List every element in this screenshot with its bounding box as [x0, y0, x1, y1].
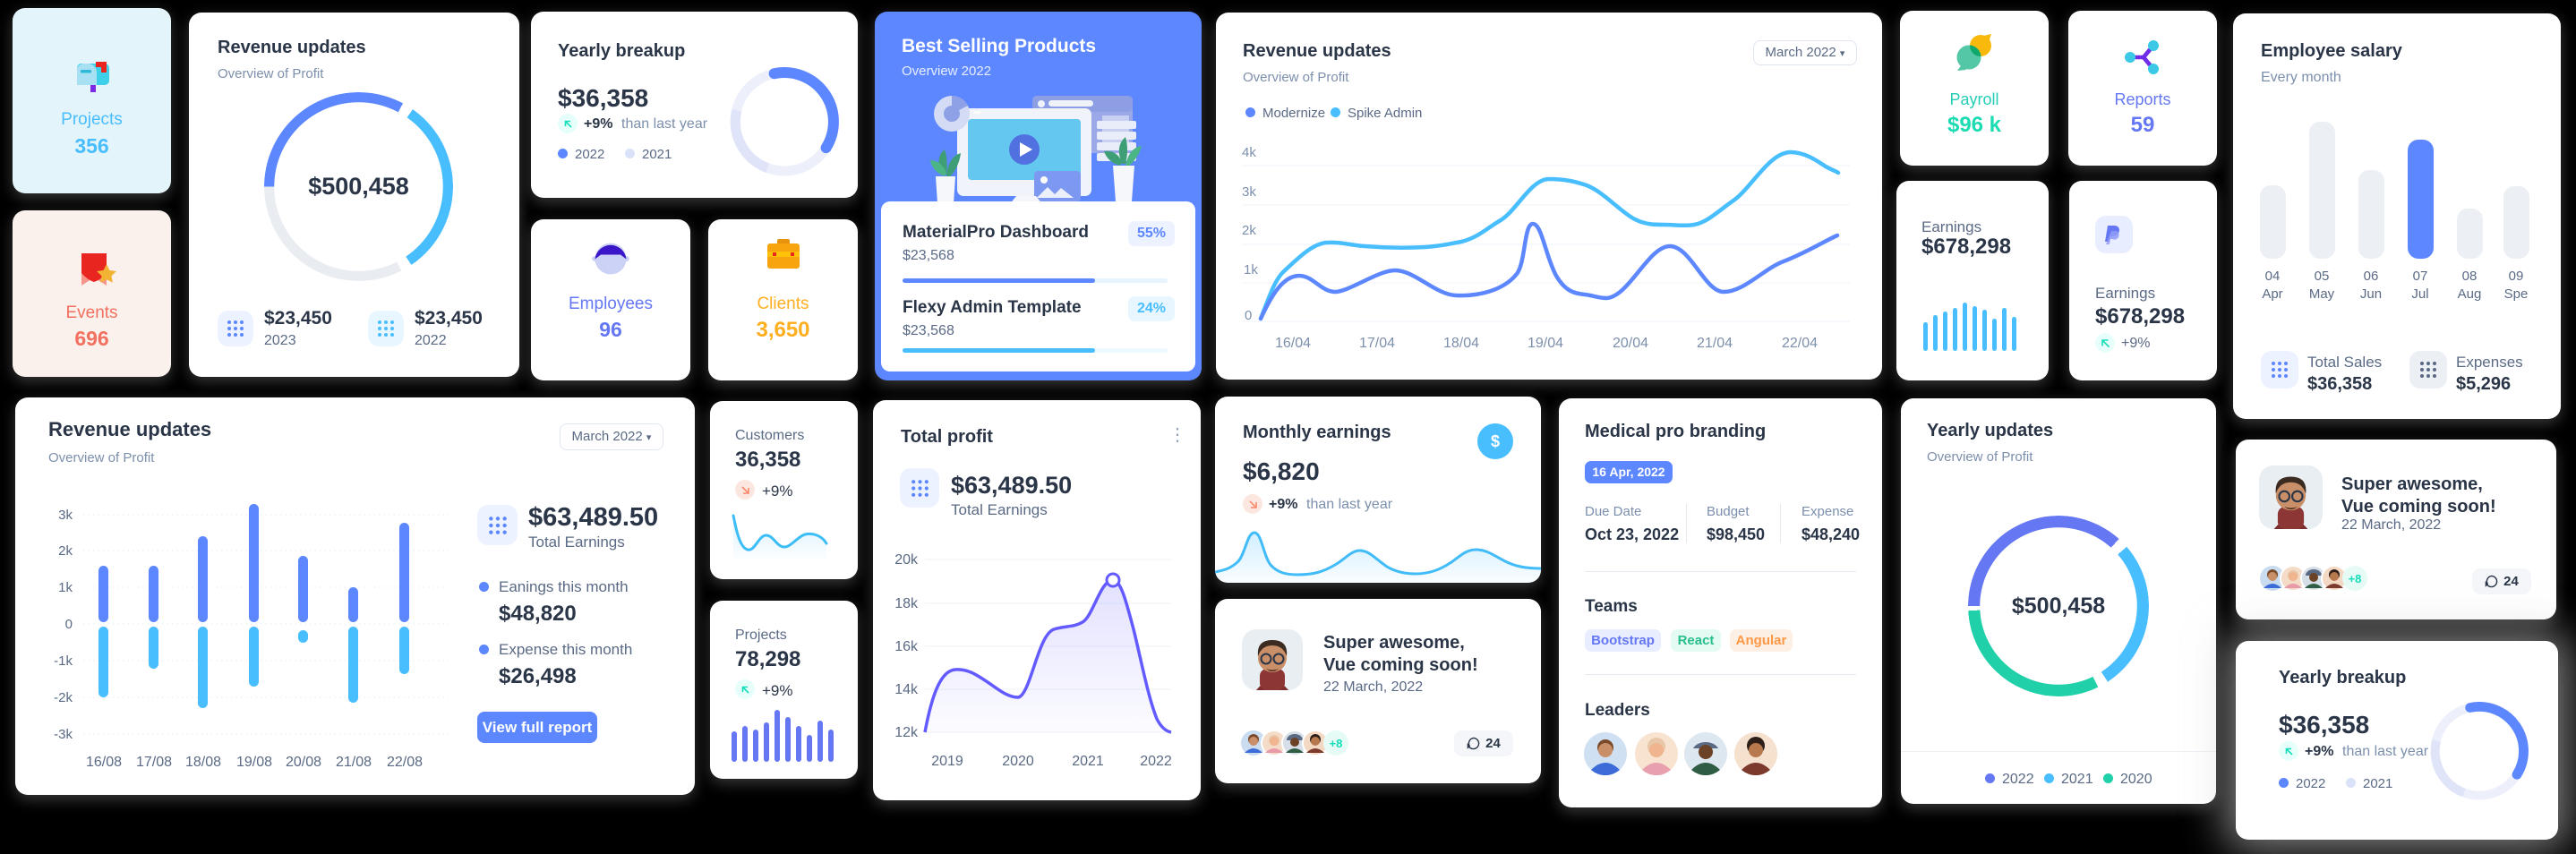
- svg-text:12k: 12k: [894, 725, 919, 740]
- svg-text:21/04: 21/04: [1697, 336, 1733, 351]
- svg-text:2020: 2020: [1002, 754, 1034, 769]
- svg-text:Jul: Jul: [2411, 286, 2428, 302]
- svg-text:2021: 2021: [1072, 754, 1104, 769]
- svg-text:17/04: 17/04: [1359, 336, 1395, 351]
- svg-text:3k: 3k: [58, 508, 73, 523]
- svg-text:19/08: 19/08: [236, 755, 272, 770]
- svg-text:0: 0: [65, 617, 73, 632]
- svg-text:1k: 1k: [58, 580, 73, 595]
- svg-text:2k: 2k: [58, 543, 73, 559]
- svg-text:Apr: Apr: [2262, 286, 2282, 302]
- svg-text:-1k: -1k: [54, 653, 73, 669]
- svg-text:21/08: 21/08: [336, 755, 372, 770]
- svg-text:2022: 2022: [1140, 754, 1172, 769]
- svg-text:18/08: 18/08: [185, 755, 221, 770]
- svg-text:07: 07: [2413, 269, 2428, 284]
- svg-text:-2k: -2k: [54, 690, 73, 705]
- svg-text:17/08: 17/08: [136, 755, 172, 770]
- svg-text:22/04: 22/04: [1782, 336, 1818, 351]
- svg-text:14k: 14k: [894, 682, 919, 697]
- svg-text:18/04: 18/04: [1443, 336, 1479, 351]
- svg-text:+8: +8: [2349, 572, 2362, 585]
- svg-text:May: May: [2309, 286, 2335, 302]
- svg-text:+8: +8: [1330, 737, 1343, 750]
- svg-text:-3k: -3k: [54, 727, 73, 742]
- svg-text:05: 05: [2315, 269, 2330, 284]
- svg-text:16/08: 16/08: [86, 755, 122, 770]
- svg-text:16k: 16k: [894, 639, 919, 654]
- svg-text:04: 04: [2265, 269, 2281, 284]
- svg-text:18k: 18k: [894, 596, 919, 611]
- svg-text:09: 09: [2509, 269, 2524, 284]
- svg-text:20/08: 20/08: [286, 755, 321, 770]
- svg-text:16/04: 16/04: [1275, 336, 1311, 351]
- svg-text:06: 06: [2364, 269, 2379, 284]
- svg-text:Spe: Spe: [2504, 286, 2529, 302]
- svg-text:20k: 20k: [894, 552, 919, 568]
- svg-text:20/04: 20/04: [1613, 336, 1648, 351]
- svg-text:Aug: Aug: [2458, 286, 2482, 302]
- svg-text:Jun: Jun: [2360, 286, 2382, 302]
- svg-text:2k: 2k: [1242, 223, 1256, 238]
- svg-text:3k: 3k: [1242, 184, 1256, 200]
- svg-text:0: 0: [1245, 308, 1252, 323]
- svg-text:1k: 1k: [1244, 262, 1258, 278]
- svg-text:2019: 2019: [931, 754, 963, 769]
- svg-text:08: 08: [2462, 269, 2478, 284]
- svg-text:19/04: 19/04: [1528, 336, 1563, 351]
- svg-text:22/08: 22/08: [387, 755, 423, 770]
- svg-text:4k: 4k: [1242, 145, 1256, 160]
